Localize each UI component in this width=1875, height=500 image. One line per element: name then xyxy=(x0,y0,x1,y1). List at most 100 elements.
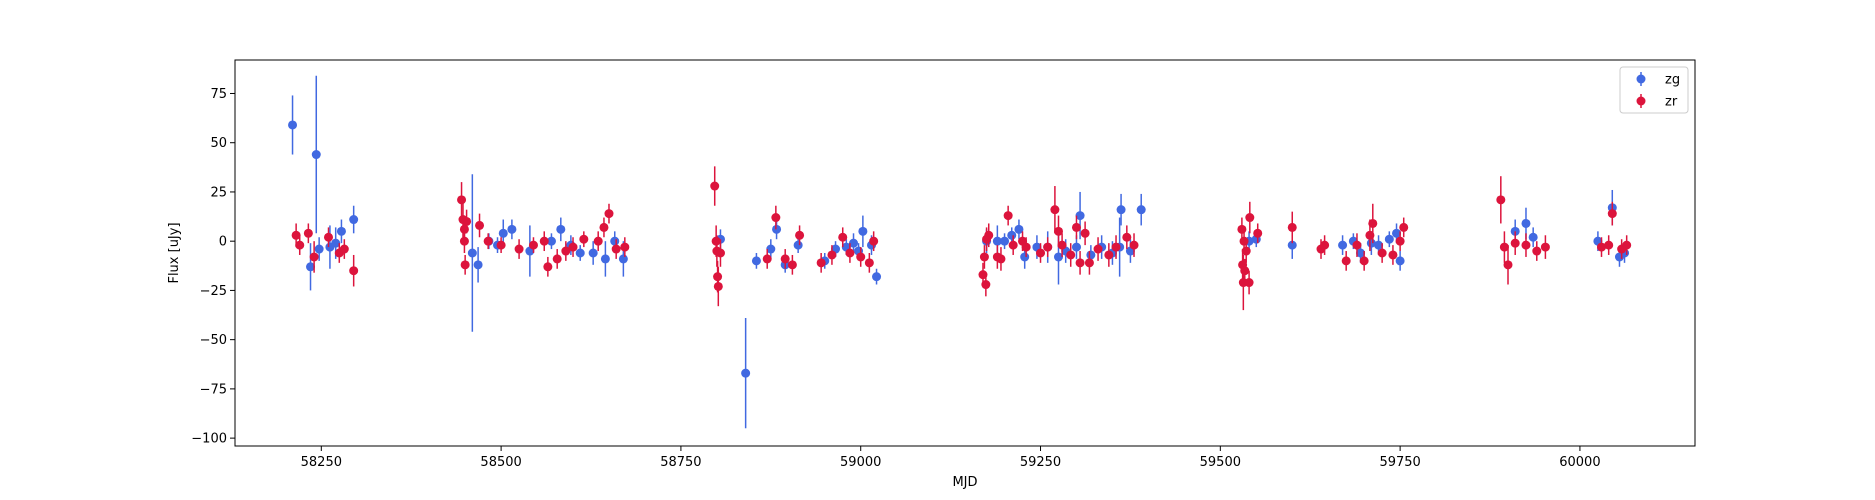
point-zr xyxy=(1377,248,1387,258)
point-zr xyxy=(1008,240,1018,250)
x-tick-label: 60000 xyxy=(1559,455,1600,470)
point-zr xyxy=(1622,240,1632,250)
x-tick-label: 59000 xyxy=(840,455,881,470)
point-zg xyxy=(507,224,517,234)
point-zg xyxy=(849,238,859,248)
point-zr xyxy=(295,240,305,250)
point-zr xyxy=(1080,228,1090,238)
point-zr xyxy=(771,213,781,223)
point-zr xyxy=(1521,240,1531,250)
point-zg xyxy=(1374,240,1384,250)
point-zr xyxy=(1244,278,1254,288)
point-zr xyxy=(459,236,469,246)
point-zg xyxy=(311,150,321,160)
point-zr xyxy=(1352,240,1362,250)
x-tick-label: 59250 xyxy=(1020,455,1061,470)
point-zr xyxy=(816,258,826,268)
point-zr xyxy=(1532,246,1542,256)
point-zg xyxy=(610,236,620,246)
x-tick-label: 59500 xyxy=(1200,455,1241,470)
y-tick-label: −100 xyxy=(191,432,227,447)
point-zr xyxy=(604,209,614,219)
point-zr xyxy=(1388,250,1398,260)
point-zg xyxy=(1075,211,1085,221)
point-zr xyxy=(869,236,879,246)
point-zr xyxy=(339,244,349,254)
point-zr xyxy=(457,195,467,205)
point-zg xyxy=(546,236,556,246)
point-zg xyxy=(741,368,751,378)
point-zr xyxy=(1607,209,1617,219)
point-zg xyxy=(1116,205,1126,215)
point-zr xyxy=(864,258,874,268)
point-zr xyxy=(856,252,866,262)
point-zg xyxy=(1366,238,1376,248)
point-zg xyxy=(467,248,477,258)
plot-layer xyxy=(288,75,1632,429)
point-zr xyxy=(309,252,319,262)
legend-label-zg: zg xyxy=(1665,73,1680,88)
point-zr xyxy=(552,254,562,264)
y-tick-label: −25 xyxy=(200,284,227,299)
point-zr xyxy=(1239,236,1249,246)
point-zr xyxy=(561,246,571,256)
point-zr xyxy=(845,248,855,258)
point-zr xyxy=(1499,242,1509,252)
point-zr xyxy=(349,266,359,276)
point-zr xyxy=(1043,242,1053,252)
point-zg xyxy=(588,248,598,258)
point-zr xyxy=(483,236,493,246)
point-zr xyxy=(1368,218,1378,228)
point-zr xyxy=(1053,226,1063,236)
point-zg xyxy=(331,238,341,248)
point-zr xyxy=(323,232,333,242)
point-zr xyxy=(620,242,630,252)
point-zr xyxy=(599,222,609,232)
x-axis-label: MJD xyxy=(952,475,977,490)
y-tick-label: 50 xyxy=(210,136,227,151)
y-tick-label: 25 xyxy=(210,185,227,200)
point-zg xyxy=(575,248,585,258)
point-zg xyxy=(600,254,610,264)
point-zr xyxy=(1399,222,1409,232)
point-zr xyxy=(528,240,538,250)
point-zg xyxy=(1395,256,1405,266)
point-zg xyxy=(1086,250,1096,260)
point-zr xyxy=(780,254,790,264)
point-zr xyxy=(514,244,524,254)
point-zg xyxy=(336,226,346,236)
point-zr xyxy=(1129,240,1139,250)
point-zr xyxy=(1241,246,1251,256)
point-zr xyxy=(795,230,805,240)
point-zr xyxy=(984,230,994,240)
point-zr xyxy=(303,228,313,238)
legend-zr-marker xyxy=(1636,96,1646,106)
point-zr xyxy=(1540,242,1550,252)
point-zg xyxy=(556,224,566,234)
point-zr xyxy=(1050,205,1060,215)
point-zr xyxy=(787,260,797,270)
point-zr xyxy=(1066,250,1076,260)
point-zg xyxy=(1007,230,1017,240)
point-zg xyxy=(306,262,316,272)
series-zr xyxy=(291,166,1632,311)
point-zr xyxy=(496,240,506,250)
point-zg xyxy=(992,236,1002,246)
point-zr xyxy=(611,244,621,254)
point-zg xyxy=(473,260,483,270)
x-tick-label: 59750 xyxy=(1379,455,1420,470)
point-zr xyxy=(1510,238,1520,248)
point-zg xyxy=(1521,218,1531,228)
point-zr xyxy=(1503,260,1513,270)
point-zr xyxy=(827,250,837,260)
point-zg xyxy=(314,244,324,254)
point-zr xyxy=(1240,266,1250,276)
point-zg xyxy=(1136,205,1146,215)
point-zr xyxy=(539,236,549,246)
point-zg xyxy=(1338,240,1348,250)
point-zg xyxy=(1020,252,1030,262)
point-zr xyxy=(568,242,578,252)
point-zr xyxy=(460,260,470,270)
legend-label-zr: zr xyxy=(1665,95,1678,110)
point-zr xyxy=(710,181,720,191)
